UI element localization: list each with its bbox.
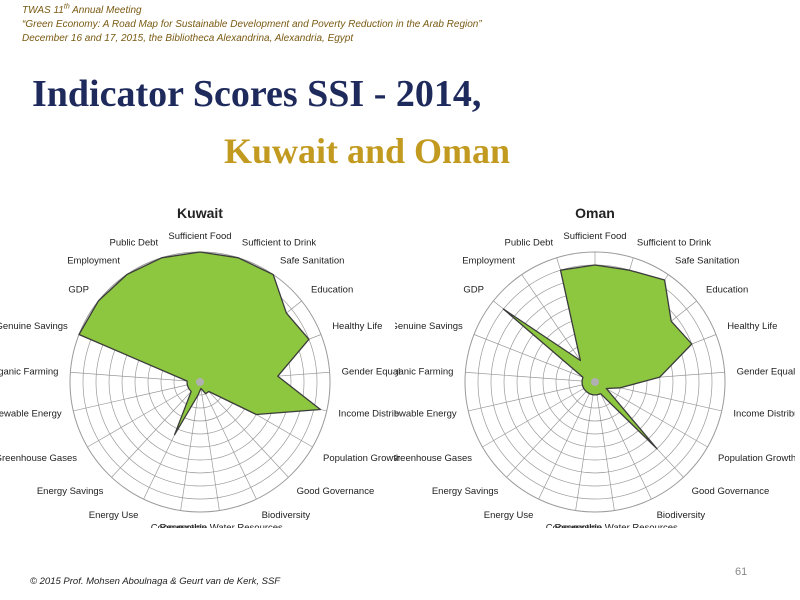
axis-label: Renewable Water Resources xyxy=(555,522,678,528)
header-line-2: “Green Economy: A Road Map for Sustainab… xyxy=(22,19,482,30)
grid-spoke xyxy=(87,381,201,448)
header-line-1: TWAS 11th Annual Meeting xyxy=(22,3,142,16)
grid-spoke xyxy=(70,371,201,383)
radar-chart-kuwait: Kuwait Sufficient Food Sufficient to Drink… xyxy=(0,198,400,528)
grid-spoke xyxy=(473,334,596,383)
axis-label: Greenhouse Gases xyxy=(395,453,472,464)
axis-label: Biodiversity xyxy=(657,510,706,521)
axis-label: Energy Use xyxy=(484,510,534,521)
axis-label: Gender Equality xyxy=(342,366,400,377)
axis-label: Sufficient to Drink xyxy=(242,237,317,248)
grid-spoke xyxy=(199,381,289,478)
axis-label: Renewable Energy xyxy=(0,409,62,420)
radar-chart-kuwait-svg: Kuwait Sufficient Food Sufficient to Drink… xyxy=(0,205,400,528)
axis-label: Education xyxy=(706,285,748,296)
axis-label: Sufficient Food xyxy=(168,231,231,242)
header-line-3: December 16 and 17, 2015, the Bibliothec… xyxy=(22,33,354,44)
axis-label: Healthy Life xyxy=(727,321,777,332)
grid-spoke xyxy=(180,381,201,511)
axis-label: Organic Farming xyxy=(395,366,453,377)
axis-label: Good Governance xyxy=(297,486,375,497)
grid-spoke xyxy=(111,381,201,478)
axis-label: Employment xyxy=(462,256,515,267)
axis-label: Population Growth xyxy=(718,453,795,464)
grid-spoke xyxy=(199,381,220,511)
grid-spoke xyxy=(73,381,201,412)
axis-label: Genuine Savings xyxy=(0,321,68,332)
axis-label: Population Growth xyxy=(323,453,400,464)
axis-label: Genuine Savings xyxy=(395,321,463,332)
axis-label: Sufficient Food xyxy=(563,231,626,242)
axis-label: Energy Savings xyxy=(37,486,104,497)
axis-label: Education xyxy=(311,285,353,296)
data-area-oman xyxy=(502,264,693,450)
radar-chart-oman: Oman Sufficient Food Sufficient to Drink Sa… xyxy=(395,198,795,528)
grid-spoke xyxy=(594,381,652,500)
grid-spoke xyxy=(538,381,596,500)
grid-spoke xyxy=(199,381,257,500)
axis-label: Biodiversity xyxy=(262,510,311,521)
grid-spoke xyxy=(594,381,615,511)
page-subtitle: Kuwait and Oman xyxy=(224,131,511,171)
chart-title-kuwait: Kuwait xyxy=(177,205,223,221)
grid-spoke xyxy=(594,381,708,448)
axis-label: Good Governance xyxy=(692,486,770,497)
axis-label: Income Distribution xyxy=(733,409,795,420)
page-title: Indicator Scores SSI - 2014, xyxy=(32,73,482,115)
axis-label: Gender Equality xyxy=(737,366,795,377)
axis-label: GDP xyxy=(463,285,484,296)
grid-spoke xyxy=(468,381,596,412)
axis-label: Income Distribution xyxy=(338,409,400,420)
grid-spoke xyxy=(465,371,596,383)
axis-label: Safe Sanitation xyxy=(280,256,344,267)
axis-label: Energy Savings xyxy=(432,486,499,497)
data-area-kuwait xyxy=(78,251,322,436)
axis-label: Organic Farming xyxy=(0,366,58,377)
conference-header: TWAS 11th Annual Meeting “Green Economy:… xyxy=(22,4,622,46)
axis-label: Consumption xyxy=(151,522,207,528)
axis-label: Greenhouse Gases xyxy=(0,453,77,464)
page-number: 61 xyxy=(735,566,748,578)
chart-title-oman: Oman xyxy=(575,205,615,221)
axis-label: Public Debt xyxy=(110,237,159,248)
axis-label: Public Debt xyxy=(505,237,554,248)
axis-label: Consumption xyxy=(546,522,602,528)
axis-label: GDP xyxy=(68,285,89,296)
center-dot xyxy=(591,378,599,386)
axis-label: Renewable Energy xyxy=(395,409,457,420)
axis-label: Sufficient to Drink xyxy=(637,237,712,248)
copyright-footer: © 2015 Prof. Mohsen Aboulnaga & Geurt va… xyxy=(30,576,281,587)
grid-spoke xyxy=(506,381,596,478)
axis-label: Healthy Life xyxy=(332,321,382,332)
axis-label: Energy Use xyxy=(89,510,139,521)
radar-chart-oman-svg: Oman Sufficient Food Sufficient to Drink Sa… xyxy=(395,205,795,528)
grid-spoke xyxy=(482,381,596,448)
axis-label: Renewable Water Resources xyxy=(160,522,283,528)
grid-spoke xyxy=(575,381,596,511)
axis-label: Safe Sanitation xyxy=(675,256,739,267)
axis-label: Employment xyxy=(67,256,120,267)
center-dot xyxy=(196,378,204,386)
